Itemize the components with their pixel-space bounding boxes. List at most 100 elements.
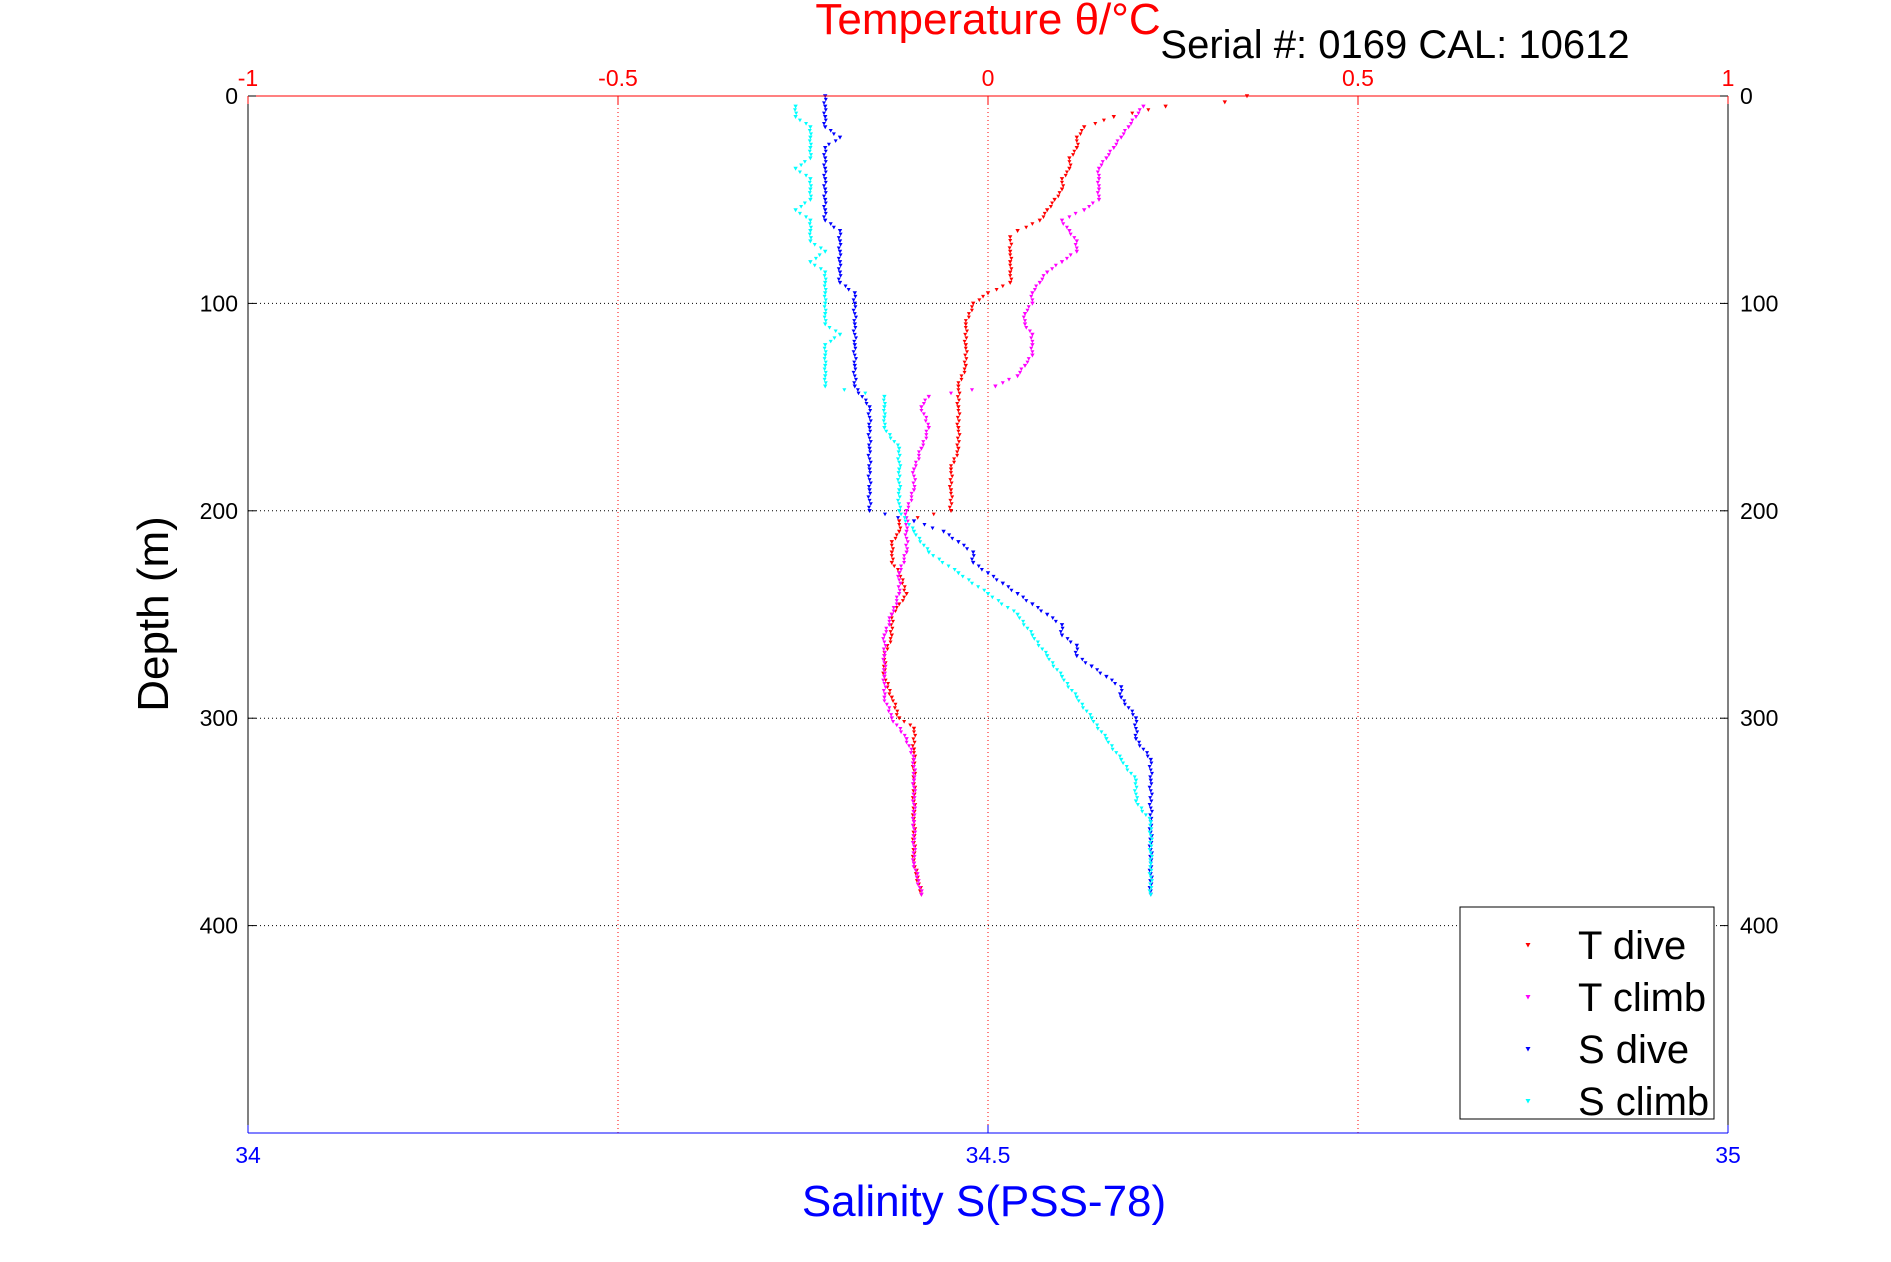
- data-point: [921, 412, 926, 417]
- data-point: [836, 246, 841, 251]
- data-point: [852, 374, 857, 378]
- data-point: [982, 588, 987, 593]
- data-point: [1024, 599, 1029, 603]
- data-point: [966, 312, 971, 316]
- data-point: [921, 440, 926, 444]
- data-point: [882, 394, 887, 399]
- data-point: [1045, 208, 1050, 213]
- data-point: [924, 433, 929, 437]
- data-point: [883, 512, 887, 517]
- tick-label-depth-left: 0: [225, 83, 238, 109]
- data-point: [1096, 166, 1102, 171]
- data-point: [1026, 305, 1031, 309]
- data-point: [911, 861, 917, 866]
- data-point: [908, 751, 913, 755]
- data-point: [1068, 163, 1073, 168]
- data-point: [1023, 319, 1027, 323]
- data-point: [1064, 170, 1069, 175]
- data-point: [912, 751, 916, 755]
- data-point: [1137, 108, 1142, 112]
- data-point: [904, 536, 909, 541]
- data-point: [823, 208, 828, 213]
- data-point: [866, 453, 871, 458]
- data-point: [1008, 263, 1013, 268]
- data-point: [965, 547, 970, 551]
- data-point: [898, 505, 903, 510]
- data-point: [1122, 699, 1127, 703]
- data-point: [1119, 688, 1124, 693]
- data-point: [1035, 605, 1040, 610]
- data-point: [837, 332, 843, 337]
- data-point: [808, 229, 813, 234]
- data-point: [883, 685, 888, 690]
- data-point: [867, 446, 872, 451]
- data-point: [1097, 184, 1101, 188]
- data-point: [822, 194, 826, 199]
- data-point: [868, 491, 873, 496]
- data-point: [924, 436, 929, 441]
- legend-label: T dive: [1578, 924, 1686, 968]
- data-point: [868, 471, 873, 475]
- data-point: [860, 395, 865, 399]
- data-point: [919, 405, 924, 410]
- data-point: [912, 827, 916, 831]
- data-point: [851, 350, 856, 354]
- data-point: [909, 495, 914, 499]
- data-point: [889, 695, 894, 700]
- data-point: [1030, 298, 1035, 302]
- data-point: [895, 709, 900, 714]
- data-point: [1039, 609, 1044, 614]
- data-point: [823, 360, 828, 365]
- data-point: [1007, 377, 1011, 382]
- data-point: [1059, 674, 1065, 679]
- data-point: [911, 851, 916, 856]
- data-point: [1008, 274, 1013, 278]
- data-point: [957, 398, 961, 403]
- data-point: [909, 498, 914, 503]
- data-point: [912, 796, 917, 800]
- data-point: [837, 249, 843, 254]
- data-point: [1061, 222, 1066, 226]
- data-point: [883, 671, 887, 676]
- data-point: [793, 114, 798, 119]
- data-point: [913, 533, 918, 537]
- data-point: [1129, 771, 1134, 776]
- data-point: [913, 733, 918, 738]
- data-point: [976, 564, 981, 569]
- data-point: [1095, 668, 1100, 672]
- data-point: [1000, 381, 1005, 385]
- data-point: [808, 135, 813, 140]
- data-point: [955, 453, 960, 458]
- data-point: [827, 325, 832, 330]
- data-point: [1150, 792, 1154, 797]
- data-point: [1143, 813, 1148, 817]
- data-point: [883, 412, 887, 417]
- data-point: [1008, 260, 1013, 265]
- data-point: [854, 357, 858, 361]
- data-point: [892, 440, 897, 444]
- data-point: [823, 343, 828, 348]
- y-axis-label: Depth (m): [129, 516, 178, 712]
- data-point: [897, 716, 902, 721]
- data-point: [887, 433, 892, 437]
- data-point: [957, 412, 962, 417]
- data-point: [897, 519, 902, 524]
- data-point: [931, 554, 936, 558]
- data-point: [831, 225, 836, 230]
- data-point: [1134, 726, 1138, 731]
- data-point: [916, 453, 921, 458]
- data-point: [822, 367, 827, 372]
- data-point: [1021, 619, 1026, 624]
- data-point: [808, 197, 813, 202]
- data-point: [912, 854, 917, 859]
- data-point: [1149, 799, 1154, 804]
- data-point: [895, 567, 900, 572]
- data-point: [1089, 664, 1094, 669]
- data-point: [822, 153, 826, 157]
- data-point: [1072, 236, 1077, 240]
- data-point: [808, 146, 813, 151]
- data-point: [966, 315, 971, 320]
- data-point: [908, 723, 913, 728]
- data-point: [956, 571, 961, 576]
- data-point: [808, 187, 813, 192]
